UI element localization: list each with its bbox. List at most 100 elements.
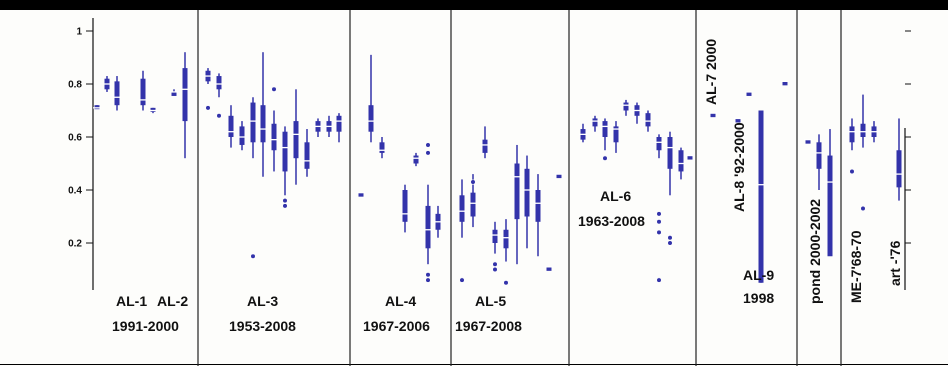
y-tick-label: 0.4 — [68, 186, 82, 197]
box-iqr — [758, 110, 764, 283]
box-iqr — [592, 118, 598, 127]
box-outlier — [503, 280, 509, 286]
box-iqr — [687, 155, 693, 160]
box-iqr — [304, 142, 310, 169]
box-iqr — [678, 150, 684, 172]
box-outlier — [667, 235, 673, 241]
box-iqr — [849, 126, 855, 143]
box-iqr — [896, 150, 902, 188]
box-iqr — [228, 115, 234, 137]
box-iqr — [816, 142, 822, 169]
box-series — [93, 52, 903, 286]
label-al4: AL-4 — [385, 293, 416, 309]
box-iqr — [492, 229, 498, 243]
box-iqr — [260, 105, 266, 143]
box-outlier — [492, 261, 498, 267]
box-outlier — [656, 229, 662, 235]
box-iqr — [535, 190, 541, 222]
box-iqr — [667, 137, 673, 169]
label-art: art -'76 — [887, 240, 903, 286]
box-outlier — [282, 198, 288, 204]
label-al5: AL-5 — [475, 293, 506, 309]
box-iqr — [524, 168, 530, 217]
box-iqr — [710, 113, 716, 118]
box-iqr — [282, 131, 288, 172]
box-outlier — [425, 277, 431, 283]
label-me7: ME-7'68-70 — [848, 230, 864, 303]
box-outlier — [849, 168, 855, 175]
box-outlier — [470, 179, 476, 185]
box-iqr — [656, 137, 662, 151]
box-iqr — [402, 190, 408, 222]
box-iqr — [293, 121, 299, 159]
box-iqr — [239, 126, 245, 145]
box-iqr — [459, 195, 465, 222]
y-axis-ticks: 0.2 0.4 0.6 0.8 1 — [68, 27, 911, 250]
box-iqr — [250, 102, 256, 143]
box-iqr — [470, 192, 476, 217]
box-iqr — [613, 126, 619, 143]
y-tick-label: 1 — [76, 27, 82, 38]
panel-dividers — [197, 10, 842, 366]
box-iqr — [556, 174, 562, 179]
label-al6-years: 1963-2008 — [578, 213, 645, 229]
label-al3: AL-3 — [247, 293, 278, 309]
box-iqr — [503, 229, 509, 249]
box-iqr — [358, 192, 364, 197]
top-border — [0, 0, 948, 10]
box-outlier — [205, 105, 211, 111]
box-outlier — [667, 240, 673, 246]
box-outlier — [492, 266, 498, 273]
label-al9-year: 1998 — [743, 290, 774, 306]
box-iqr — [860, 123, 866, 137]
group-labels: AL-1 AL-2 1991-2000 AL-3 1953-2008 AL-4 … — [112, 39, 903, 334]
box-iqr — [805, 139, 811, 144]
box-iqr — [140, 78, 146, 106]
label-al5-years: 1967-2008 — [455, 318, 522, 334]
box-iqr — [379, 142, 385, 153]
box-outlier — [860, 205, 866, 212]
box-iqr — [746, 91, 752, 96]
box-iqr — [782, 81, 788, 86]
box-outlier — [459, 277, 465, 283]
y-tick-label: 0.8 — [68, 80, 82, 91]
box-outlier — [425, 272, 431, 278]
box-iqr — [182, 68, 188, 122]
box-iqr — [368, 105, 374, 132]
box-outlier — [250, 253, 256, 259]
box-outlier — [656, 211, 662, 217]
label-al1: AL-1 — [116, 293, 147, 309]
box-iqr — [623, 102, 629, 111]
box-outlier — [271, 86, 277, 92]
box-outlier — [602, 155, 608, 161]
box-iqr — [114, 81, 120, 106]
y-tick-label: 0.6 — [68, 133, 82, 144]
label-al3-years: 1953-2008 — [229, 318, 296, 334]
box-outlier — [425, 142, 431, 148]
box-outlier — [282, 203, 288, 209]
box-iqr — [645, 113, 651, 127]
box-iqr — [171, 91, 177, 96]
box-iqr — [271, 123, 277, 151]
label-al7: AL-7 2000 — [703, 39, 719, 105]
box-iqr — [413, 155, 419, 164]
y-tick-label: 0.2 — [68, 239, 82, 250]
label-al4-years: 1967-2006 — [363, 318, 430, 334]
box-iqr — [482, 139, 488, 153]
box-iqr — [546, 266, 552, 271]
box-iqr — [735, 118, 741, 123]
box-iqr — [827, 155, 833, 257]
box-iqr — [514, 163, 520, 220]
label-al8: AL-8 '92-2000 — [731, 122, 747, 212]
box-outlier — [656, 219, 662, 225]
label-pond: pond 2000-2002 — [807, 199, 823, 304]
box-outlier — [656, 277, 662, 283]
box-outlier — [425, 150, 431, 156]
box-iqr — [425, 205, 431, 249]
box-iqr — [602, 121, 608, 137]
label-al9: AL-9 — [743, 267, 774, 283]
box-iqr — [216, 76, 222, 90]
label-al1-al2-years: 1991-2000 — [112, 318, 179, 334]
